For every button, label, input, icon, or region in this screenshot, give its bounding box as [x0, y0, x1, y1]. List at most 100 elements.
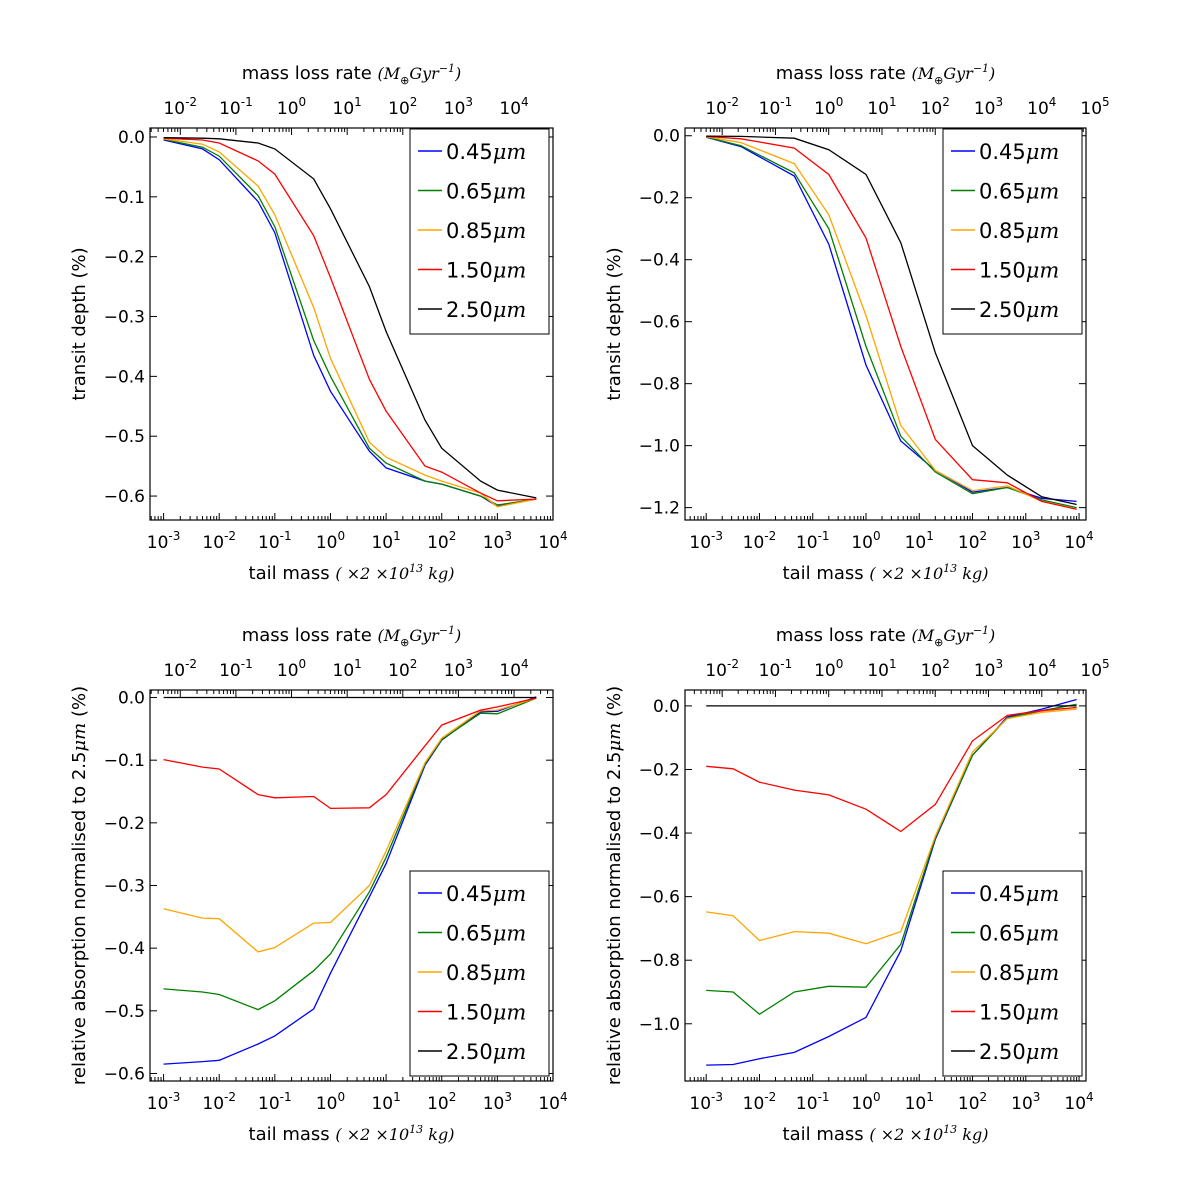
top-x-tick-label: 102 — [921, 95, 950, 119]
top-x-tick-label: 104 — [1027, 95, 1056, 119]
top-x-tick-label: 100 — [277, 657, 306, 681]
x-tick-exponent: -1 — [280, 529, 292, 543]
y-tick-label: −0.4 — [104, 939, 145, 959]
x-tick-base: 10 — [371, 533, 393, 553]
legend-label: 0.85μm — [979, 961, 1059, 985]
legend-unit: μm — [1026, 298, 1060, 322]
top-x-tick-label: 102 — [388, 657, 417, 681]
top-x-tick-exponent: 0 — [836, 95, 844, 109]
legend-unit: μm — [1026, 882, 1060, 906]
legend-label: 0.45μm — [446, 140, 526, 164]
x-tick-label: 101 — [905, 529, 934, 553]
top-x-tick-base: 10 — [388, 661, 410, 681]
legend-value: 1.50 — [979, 259, 1026, 283]
top-x-axis-label-unit: (M — [912, 64, 935, 83]
top-x-axis-label-unit: (M — [378, 626, 401, 645]
x-tick-label: 10-1 — [796, 529, 830, 553]
earth-symbol: ⊕ — [400, 636, 409, 649]
x-tick-exponent: 4 — [560, 529, 568, 543]
y-tick-label: 0.0 — [118, 689, 145, 709]
legend-value: 0.65 — [979, 180, 1026, 204]
top-x-tick-label: 101 — [867, 95, 896, 119]
top-x-tick-base: 10 — [499, 99, 521, 119]
x-axis-label-text: tail mass — [783, 563, 870, 584]
top-x-axis-label: mass loss rate (M⊕Gyr−1) — [242, 62, 462, 87]
x-axis-label-unit: ( ×2 ×10 — [869, 1125, 943, 1144]
x-axis-label-unit-tail: kg) — [957, 564, 988, 583]
x-tick-label: 100 — [316, 1090, 345, 1114]
top-x-tick-exponent: -1 — [780, 657, 792, 671]
legend-unit: μm — [1026, 140, 1060, 164]
x-axis-label: tail mass ( ×2 ×1013 kg) — [783, 1123, 989, 1145]
x-tick-label: 101 — [905, 1090, 934, 1114]
x-axis-label: tail mass ( ×2 ×1013 kg) — [783, 562, 989, 584]
x-axis-label-unit: ( ×2 ×10 — [335, 1125, 409, 1144]
x-tick-base: 10 — [689, 533, 711, 553]
top-x-tick-exponent: 0 — [299, 95, 307, 109]
top-x-tick-label: 105 — [1080, 95, 1109, 119]
x-tick-label: 102 — [427, 1090, 456, 1114]
x-tick-base: 10 — [483, 1094, 505, 1114]
x-tick-exponent: 2 — [449, 1090, 457, 1104]
x-tick-exponent: -2 — [764, 1090, 776, 1104]
y-tick-label: −0.4 — [104, 367, 145, 387]
top-x-tick-label: 10-1 — [219, 95, 253, 119]
x-tick-base: 10 — [202, 533, 224, 553]
x-tick-base: 10 — [796, 1094, 818, 1114]
x-tick-base: 10 — [1011, 1094, 1033, 1114]
legend-value: 0.85 — [979, 219, 1026, 243]
legend-label: 1.50μm — [979, 1001, 1059, 1025]
legend-label: 1.50μm — [446, 1001, 526, 1025]
series-line-0.85um — [706, 136, 1077, 510]
x-tick-exponent: -2 — [224, 529, 236, 543]
top-x-tick-exponent: 4 — [521, 95, 529, 109]
x-tick-base: 10 — [851, 1094, 873, 1114]
top-x-tick-base: 10 — [1027, 99, 1049, 119]
x-tick-base: 10 — [851, 533, 873, 553]
x-tick-label: 104 — [538, 1090, 567, 1114]
top-x-tick-base: 10 — [163, 99, 185, 119]
top-x-tick-label: 10-1 — [219, 657, 253, 681]
top-x-axis-label-unit-tail: ) — [454, 626, 461, 645]
chart-panel-4: 0.0−0.2−0.4−0.6−0.8−1.010-3 10-2 10-1 100 10… — [604, 624, 1110, 1145]
x-axis-label-text: tail mass — [783, 1124, 870, 1145]
y-axis-label: transit depth (%) — [69, 247, 90, 400]
top-x-tick-label: 103 — [974, 95, 1003, 119]
x-tick-base: 10 — [958, 533, 980, 553]
legend-unit: μm — [1026, 219, 1060, 243]
chart-panel-1: 0.0−0.1−0.2−0.3−0.4−0.5−0.610-3 10-2 10-1 1… — [69, 62, 568, 584]
top-x-tick-base: 10 — [333, 661, 355, 681]
top-x-axis-label: mass loss rate (M⊕Gyr−1) — [242, 624, 462, 649]
x-axis-label-unit-exp: 13 — [409, 562, 423, 575]
legend-value: 0.65 — [446, 180, 493, 204]
series-line-1.50um — [706, 135, 1077, 510]
x-axis-label-unit-tail: kg) — [423, 564, 454, 583]
x-tick-base: 10 — [371, 1094, 393, 1114]
legend-frame — [409, 870, 550, 1077]
legend-value: 0.85 — [446, 219, 493, 243]
x-tick-label: 10-2 — [743, 529, 777, 553]
legend-label: 2.50μm — [446, 298, 526, 322]
x-tick-base: 10 — [258, 533, 280, 553]
legend-unit: μm — [1026, 922, 1060, 946]
legend-value: 2.50 — [979, 1040, 1026, 1064]
y-axis-label: transit depth (%) — [604, 247, 625, 400]
top-x-axis-label-unit-exp: −1 — [439, 624, 455, 637]
y-tick-label: −0.4 — [639, 824, 680, 844]
legend-label: 0.45μm — [979, 140, 1059, 164]
x-axis-label-unit-exp: 13 — [943, 562, 957, 575]
series-line-2.50um — [706, 135, 1077, 506]
chart-panel-2: 0.0−0.2−0.4−0.6−0.8−1.0−1.210-3 10-2 10-1 1… — [604, 62, 1110, 584]
legend-unit: μm — [493, 882, 527, 906]
legend-label: 0.85μm — [979, 219, 1059, 243]
top-x-tick-base: 10 — [867, 661, 889, 681]
legend-unit: μm — [493, 1001, 527, 1025]
top-x-tick-label: 10-2 — [705, 95, 739, 119]
y-axis-label-text: transit depth (%) — [604, 247, 625, 400]
top-x-tick-base: 10 — [814, 661, 836, 681]
x-tick-base: 10 — [427, 533, 449, 553]
top-x-tick-label: 104 — [499, 657, 528, 681]
legend-value: 0.65 — [979, 922, 1026, 946]
x-tick-exponent: 1 — [393, 1090, 401, 1104]
